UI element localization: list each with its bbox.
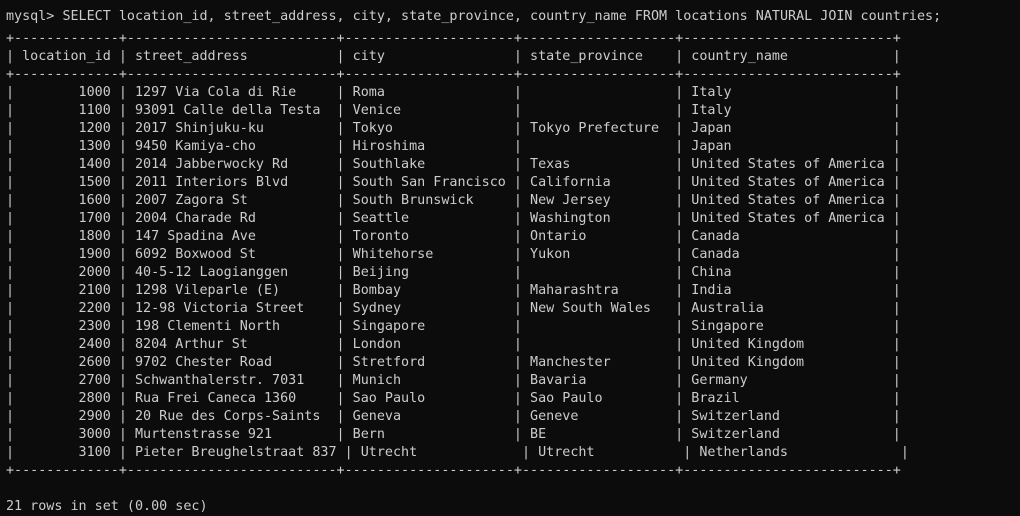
table-row: | 1600 | 2007 Zagora St | South Brunswic… [6,193,901,208]
table-row: | 2100 | 1298 Vileparle (E) | Bombay | M… [6,283,901,298]
table-row: | 2300 | 198 Clementi North | Singapore … [6,319,901,334]
table-border-top: +-------------+-------------------------… [6,31,901,46]
table-row: | 2000 | 40-5-12 Laogianggen | Beijing |… [6,265,901,280]
table-row: | 2700 | Schwanthalerstr. 7031 | Munich … [6,373,901,388]
table-row: | 2800 | Rua Frei Caneca 1360 | Sao Paul… [6,391,901,406]
table-row: | 1200 | 2017 Shinjuku-ku | Tokyo | Toky… [6,121,901,136]
table-border-header: +-------------+-------------------------… [6,67,901,82]
table-row: | 1000 | 1297 Via Cola di Rie | Roma | |… [6,85,901,100]
command-line: mysql> SELECT location_id, street_addres… [6,4,1016,30]
table-row: | 1500 | 2011 Interiors Blvd | South San… [6,175,901,190]
table-row: | 3000 | Murtenstrasse 921 | Bern | BE |… [6,427,901,442]
table-row: | 1100 | 93091 Calle della Testa | Venic… [6,103,901,118]
sql-command: SELECT location_id, street_address, city… [62,9,942,24]
table-row: | 1300 | 9450 Kamiya-cho | Hiroshima | |… [6,139,901,154]
terminal-window[interactable]: mysql> SELECT location_id, street_addres… [6,4,1016,514]
table-row: | 1700 | 2004 Charade Rd | Seattle | Was… [6,211,901,226]
table-row: | 2400 | 8204 Arthur St | London | | Uni… [6,337,901,352]
mysql-prompt: mysql> [6,9,63,24]
blank-line [6,480,1016,498]
table-header: | location_id | street_address | city | … [6,49,901,64]
table-row: | 2900 | 20 Rue des Corps-Saints | Genev… [6,409,901,424]
table-border-bottom: +-------------+-------------------------… [6,463,901,478]
table-row: | 1900 | 6092 Boxwood St | Whitehorse | … [6,247,901,262]
table-row: | 3100 | Pieter Breughelstraat 837 | Utr… [6,445,909,460]
result-summary: 21 rows in set (0.00 sec) [6,499,208,514]
table-row: | 1800 | 147 Spadina Ave | Toronto | Ont… [6,229,901,244]
table-row: | 1400 | 2014 Jabberwocky Rd | Southlake… [6,157,901,172]
table-row: | 2200 | 12-98 Victoria Street | Sydney … [6,301,901,316]
table-row: | 2600 | 9702 Chester Road | Stretford |… [6,355,901,370]
